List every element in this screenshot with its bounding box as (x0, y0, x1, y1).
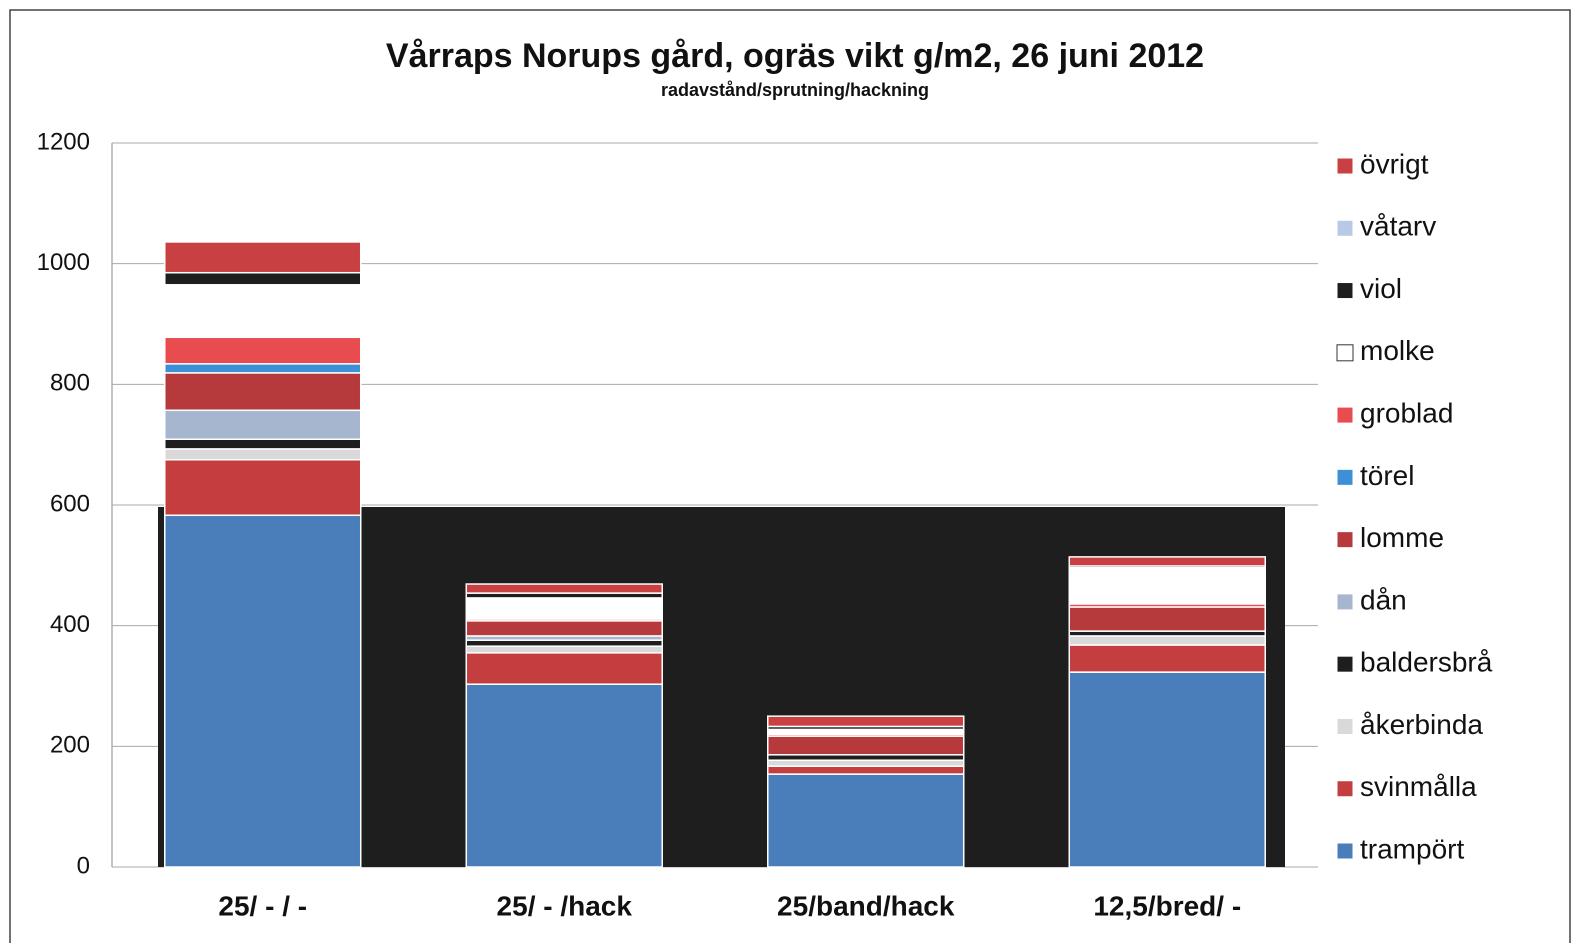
bar-segment (465, 639, 663, 647)
x-tick-label: 12,5/bred/ - (1093, 890, 1241, 921)
x-tick-label: 25/ - / - (218, 890, 307, 921)
bar-segment (465, 652, 663, 685)
bar-segment (164, 514, 362, 868)
bar-segment (767, 765, 965, 775)
bar-segment (1068, 644, 1266, 673)
bar-segment (1068, 606, 1266, 632)
y-tick-label: 200 (50, 732, 90, 759)
legend-label: övrigt (1360, 148, 1429, 179)
x-tick-label: 25/ - /hack (497, 890, 633, 921)
legend-swatch (1336, 842, 1354, 860)
legend-label: baldersbrå (1360, 647, 1493, 678)
bar-segment (164, 372, 362, 412)
bar-segment (164, 448, 362, 461)
bar-segment (465, 683, 663, 868)
x-tick-label: 25/band/hack (777, 890, 955, 921)
legend-swatch (1336, 717, 1354, 735)
bar-segment (164, 438, 362, 450)
bar-segment (767, 754, 965, 761)
y-tick-label: 800 (50, 370, 90, 397)
bar-segment (465, 597, 663, 620)
bar-segment (1068, 671, 1266, 868)
legend-swatch (1336, 593, 1354, 611)
bar-segment (465, 620, 663, 637)
y-tick-label: 1200 (37, 128, 90, 155)
legend-label: trampört (1360, 833, 1464, 864)
bar-segment (767, 759, 965, 767)
bar-segment (164, 336, 362, 365)
chart-title: Vårraps Norups gård, ogräs vikt g/m2, 26… (386, 37, 1204, 75)
legend-swatch (1336, 531, 1354, 549)
bar-segment (164, 241, 362, 274)
plot (164, 241, 1266, 868)
legend-label: törel (1360, 460, 1414, 491)
bar-segment (164, 284, 362, 339)
legend-swatch (1336, 780, 1354, 798)
y-tick-label: 1000 (37, 249, 90, 276)
bar-segment (1068, 635, 1266, 646)
bar-segment (164, 409, 362, 440)
y-tick-label: 400 (50, 611, 90, 638)
bar-segment (164, 271, 362, 286)
chart-subtitle: radavstånd/sprutning/hackning (661, 80, 929, 100)
y-tick-label: 0 (77, 852, 90, 879)
legend-label: viol (1360, 273, 1402, 304)
legend-label: lomme (1360, 522, 1444, 553)
legend-label: molke (1360, 335, 1435, 366)
legend-swatch (1336, 468, 1354, 486)
legend-swatch (1336, 655, 1354, 673)
bar-segment (1068, 566, 1266, 605)
bar-segment (767, 773, 965, 868)
bar-segment (164, 363, 362, 374)
legend-label: våtarv (1360, 211, 1436, 242)
legend-swatch (1336, 157, 1354, 175)
legend-label: svinmålla (1360, 771, 1477, 802)
legend-label: dån (1360, 584, 1407, 615)
legend-swatch (1336, 219, 1354, 237)
bar-segment (164, 459, 362, 517)
legend-swatch (1336, 282, 1354, 300)
legend-swatch (1336, 344, 1354, 362)
legend-swatch (1336, 406, 1354, 424)
legend-label: groblad (1360, 397, 1453, 428)
bar-segment (465, 645, 663, 654)
bar-segment (767, 735, 965, 756)
bar-segment (465, 583, 663, 594)
y-tick-label: 600 (50, 490, 90, 517)
bar-segment (767, 715, 965, 728)
legend-label: åkerbinda (1360, 709, 1483, 740)
bar-segment (1068, 556, 1266, 567)
